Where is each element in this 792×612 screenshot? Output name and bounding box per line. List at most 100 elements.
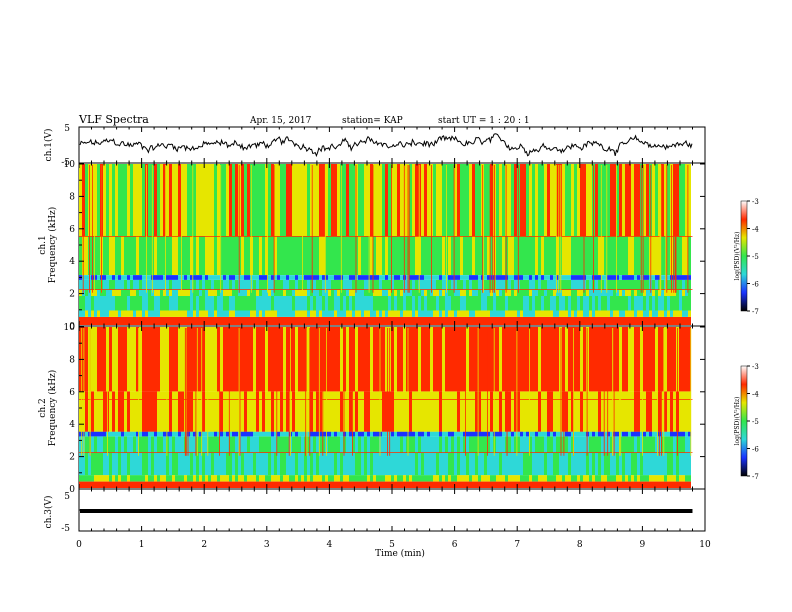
spectrogram-cell <box>610 327 613 392</box>
spectrogram-cell <box>442 275 445 280</box>
spectrogram-cell <box>583 475 586 482</box>
spectrogram-cell <box>295 475 298 482</box>
spectrogram-cell <box>97 436 100 453</box>
spectrogram-cell <box>403 452 406 476</box>
spectrogram-cell <box>679 475 682 482</box>
spectrogram-cell <box>550 481 553 488</box>
spectrogram-cell <box>661 310 664 317</box>
spectrogram-cell <box>79 436 82 453</box>
spectrogram-cell <box>406 475 409 482</box>
spectrogram-cell <box>364 310 367 317</box>
spectrogram-cell <box>391 436 394 453</box>
spectrogram-cell <box>547 275 550 280</box>
colorbar-tick-label: -7 <box>752 473 759 481</box>
spectrogram-cell <box>313 296 316 311</box>
spectrogram-cell <box>484 391 487 432</box>
spectrogram-cell <box>142 164 145 237</box>
spectrogram-cell <box>247 452 250 476</box>
spectrogram-cell <box>532 316 535 325</box>
spectrogram-cell <box>580 436 583 453</box>
spectrogram-cell <box>421 296 424 311</box>
spectrogram-cell <box>118 236 121 275</box>
spectrogram-cell <box>202 279 205 290</box>
spectrogram-cell <box>121 436 124 453</box>
spectrogram-cell <box>475 236 478 275</box>
spectrogram-cell <box>94 327 97 392</box>
spectrogram-cell <box>88 296 91 311</box>
spectrogram-cell <box>358 296 361 311</box>
spectrogram-cell <box>586 275 589 280</box>
spectrogram-cell <box>163 275 166 280</box>
spectrogram-cell <box>172 431 175 437</box>
spectrogram-cell <box>187 296 190 311</box>
spectrogram-cell <box>334 236 337 275</box>
spectrogram-cell <box>484 327 487 392</box>
spectrogram-cell <box>664 391 667 432</box>
spectrogram-cell <box>589 316 592 325</box>
spectrogram-cell <box>448 279 451 290</box>
spectrogram-cell <box>415 436 418 453</box>
spectrogram-cell <box>160 236 163 275</box>
spectrogram-cell <box>424 481 427 488</box>
spectrogram-cell <box>592 391 595 432</box>
spectrogram-cell <box>559 431 562 437</box>
spectrogram-cell <box>274 316 277 325</box>
spectrogram-cell <box>130 236 133 275</box>
spectrogram-cell <box>616 310 619 317</box>
spectrogram-cell <box>361 391 364 432</box>
spectrogram-cell <box>379 391 382 432</box>
spectrogram-cell <box>109 279 112 290</box>
spectrogram-cell <box>670 436 673 453</box>
spectrogram-cell <box>628 236 631 275</box>
spectrogram-cell <box>505 316 508 325</box>
spectrogram-cell <box>532 279 535 290</box>
spectrogram-cell <box>415 452 418 476</box>
spectrogram-cell <box>529 475 532 482</box>
spectrogram-cell <box>127 327 130 392</box>
spectrogram-cell <box>316 481 319 488</box>
spectrogram-cell <box>601 279 604 290</box>
spectrogram-cell <box>433 164 436 237</box>
spectrogram-cell <box>301 327 304 392</box>
spectrogram-cell <box>232 236 235 275</box>
spectrogram-cell <box>139 310 142 317</box>
spectrogram-ytick-label: 2 <box>69 453 75 463</box>
spectrogram-cell <box>196 452 199 476</box>
spectrogram-cell <box>445 327 448 392</box>
spectrogram-cell <box>511 436 514 453</box>
spectrogram-cell <box>211 431 214 437</box>
spectrogram-cell <box>475 481 478 488</box>
spectrogram-cell <box>169 327 172 392</box>
spectrogram-cell <box>520 275 523 280</box>
spectrogram-cell <box>142 475 145 482</box>
spectrogram-cell <box>412 275 415 280</box>
spectrogram-cell <box>652 391 655 432</box>
spectrogram-ytick-label: 10 <box>64 160 76 170</box>
spectrogram-cell <box>487 316 490 325</box>
spectrogram-cell <box>535 279 538 290</box>
spectrogram-cell <box>535 236 538 275</box>
spectrogram-cell <box>652 236 655 275</box>
spectrogram-cell <box>556 431 559 437</box>
spectrogram-cell <box>574 452 577 476</box>
spectrogram-cell <box>277 236 280 275</box>
spectrogram-cell <box>574 236 577 275</box>
spectrogram-cell <box>193 436 196 453</box>
spectrogram-cell <box>112 431 115 437</box>
spectrogram-cell <box>550 296 553 311</box>
spectrogram-cell <box>280 391 283 432</box>
spectrogram-cell <box>292 327 295 392</box>
spectrogram-cell <box>265 310 268 317</box>
spectrogram-cell <box>457 452 460 476</box>
spectrogram-cell <box>439 275 442 280</box>
spectrogram-cell <box>325 236 328 275</box>
spectrogram-cell <box>487 475 490 482</box>
spectrogram-cell <box>133 275 136 280</box>
spectrogram-cell <box>220 452 223 476</box>
spectrogram-cell <box>226 436 229 453</box>
spectrogram-cell <box>163 391 166 432</box>
spectrogram-cell <box>184 275 187 280</box>
spectrogram-cell <box>526 236 529 275</box>
spectrogram-cell <box>631 236 634 275</box>
